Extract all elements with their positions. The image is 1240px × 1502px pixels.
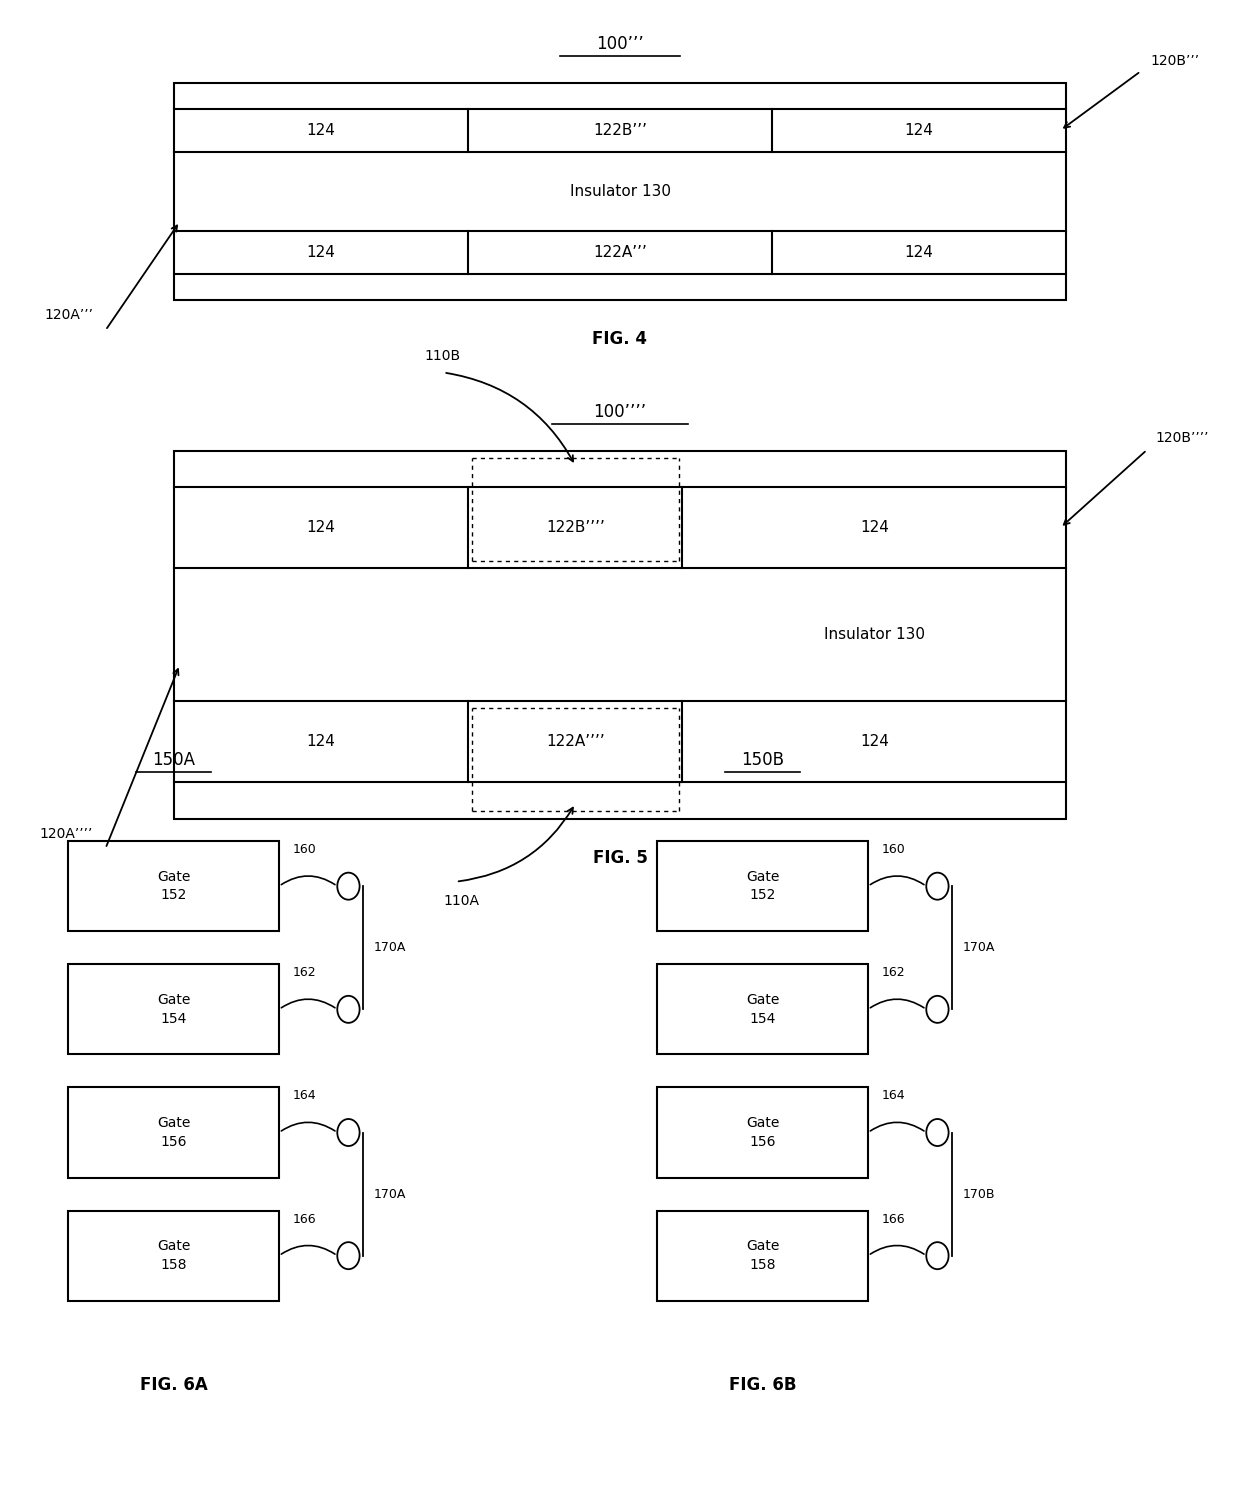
Text: 150A: 150A — [153, 751, 195, 769]
Text: Gate
152: Gate 152 — [157, 870, 190, 903]
Text: 100’’’’: 100’’’’ — [594, 403, 646, 421]
Text: 164: 164 — [882, 1089, 905, 1102]
Text: 124: 124 — [861, 734, 889, 749]
Text: 100’’’: 100’’’ — [596, 35, 644, 53]
Text: 166: 166 — [882, 1212, 905, 1226]
Text: Gate
156: Gate 156 — [746, 1116, 779, 1149]
Text: FIG. 4: FIG. 4 — [593, 330, 647, 348]
Bar — [657, 841, 868, 931]
Text: Gate
158: Gate 158 — [746, 1239, 779, 1272]
Text: 162: 162 — [293, 966, 316, 979]
Text: 124: 124 — [306, 734, 335, 749]
Text: 120A’’’: 120A’’’ — [43, 308, 93, 323]
Text: Gate
152: Gate 152 — [746, 870, 779, 903]
Text: 120B’’’’: 120B’’’’ — [1156, 431, 1209, 445]
Bar — [657, 964, 868, 1054]
Bar — [174, 83, 1066, 300]
Text: Gate
154: Gate 154 — [746, 993, 779, 1026]
Text: 124: 124 — [905, 123, 934, 138]
Text: 170B: 170B — [962, 1188, 994, 1200]
Bar — [68, 841, 279, 931]
Text: 120B’’’: 120B’’’ — [1151, 54, 1200, 68]
Text: 160: 160 — [882, 843, 906, 856]
Text: FIG. 6B: FIG. 6B — [729, 1376, 796, 1394]
Text: Insulator 130: Insulator 130 — [569, 185, 671, 198]
Text: 170A: 170A — [373, 1188, 405, 1200]
Text: 162: 162 — [882, 966, 905, 979]
Bar — [68, 1211, 279, 1301]
Text: 150B: 150B — [742, 751, 784, 769]
Bar — [174, 451, 1066, 819]
Text: 164: 164 — [293, 1089, 316, 1102]
Bar — [68, 1087, 279, 1178]
Text: 110B: 110B — [425, 350, 461, 363]
Text: 124: 124 — [306, 123, 335, 138]
Bar — [657, 1211, 868, 1301]
Text: 124: 124 — [861, 520, 889, 535]
Text: Insulator 130: Insulator 130 — [823, 628, 925, 641]
Text: 166: 166 — [293, 1212, 316, 1226]
Text: FIG. 5: FIG. 5 — [593, 849, 647, 867]
Text: 170A: 170A — [373, 942, 405, 954]
Text: 124: 124 — [306, 520, 335, 535]
Text: 170A: 170A — [962, 942, 994, 954]
Text: Gate
154: Gate 154 — [157, 993, 190, 1026]
Bar — [657, 1087, 868, 1178]
Text: 120A’’’’: 120A’’’’ — [40, 826, 93, 841]
Text: Gate
156: Gate 156 — [157, 1116, 190, 1149]
Bar — [68, 964, 279, 1054]
Text: 122B’’’’: 122B’’’’ — [546, 520, 605, 535]
Text: 122B’’’: 122B’’’ — [593, 123, 647, 138]
Text: 160: 160 — [293, 843, 317, 856]
Text: 124: 124 — [306, 245, 335, 260]
Text: Gate
158: Gate 158 — [157, 1239, 190, 1272]
Text: 122A’’’’: 122A’’’’ — [546, 734, 605, 749]
Text: 122A’’’: 122A’’’ — [593, 245, 647, 260]
Text: 110A: 110A — [444, 894, 480, 907]
Text: FIG. 6A: FIG. 6A — [140, 1376, 207, 1394]
Text: 124: 124 — [905, 245, 934, 260]
